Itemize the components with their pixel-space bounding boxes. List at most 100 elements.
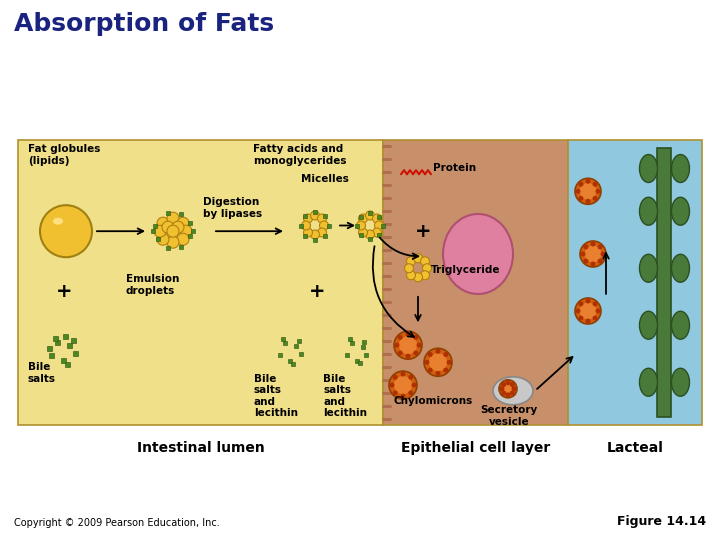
Circle shape <box>590 261 595 267</box>
Circle shape <box>593 182 598 187</box>
Bar <box>18 140 383 425</box>
Text: Figure 14.14: Figure 14.14 <box>617 515 706 528</box>
Circle shape <box>407 256 415 266</box>
Bar <box>383 140 568 425</box>
Circle shape <box>580 302 596 320</box>
Circle shape <box>578 196 583 201</box>
Ellipse shape <box>639 368 657 396</box>
Text: Triglyceride: Triglyceride <box>431 265 500 275</box>
Circle shape <box>318 214 326 223</box>
Circle shape <box>436 349 441 354</box>
Circle shape <box>511 386 516 391</box>
Bar <box>288 359 292 363</box>
Circle shape <box>366 230 374 239</box>
Circle shape <box>40 205 92 257</box>
Circle shape <box>428 368 433 373</box>
Ellipse shape <box>672 311 690 339</box>
Text: Intestinal lumen: Intestinal lumen <box>137 441 264 455</box>
Bar <box>323 213 327 218</box>
Circle shape <box>444 352 449 357</box>
Circle shape <box>304 228 312 237</box>
Circle shape <box>505 380 510 386</box>
Circle shape <box>436 371 441 376</box>
Circle shape <box>446 360 451 365</box>
Ellipse shape <box>672 254 690 282</box>
Text: Copyright © 2009 Pearson Education, Inc.: Copyright © 2009 Pearson Education, Inc. <box>14 518 220 528</box>
Bar <box>323 233 327 238</box>
Text: Digestion
by lipases: Digestion by lipases <box>203 197 262 219</box>
Text: Micelles: Micelles <box>301 174 349 184</box>
Bar <box>368 211 372 214</box>
Circle shape <box>405 354 410 359</box>
Text: Emulsion
droplets: Emulsion droplets <box>126 274 179 295</box>
Bar <box>63 334 68 340</box>
Circle shape <box>172 221 184 233</box>
Circle shape <box>372 214 382 223</box>
Circle shape <box>413 350 418 355</box>
Circle shape <box>408 390 413 395</box>
Bar <box>359 214 363 219</box>
Circle shape <box>413 335 418 340</box>
Circle shape <box>318 228 326 237</box>
Circle shape <box>394 376 412 394</box>
Bar <box>281 336 285 341</box>
Circle shape <box>510 382 515 387</box>
Circle shape <box>593 315 598 321</box>
Bar <box>377 214 381 219</box>
Circle shape <box>413 254 423 263</box>
Circle shape <box>578 301 583 306</box>
Circle shape <box>585 246 601 262</box>
Circle shape <box>399 336 417 354</box>
Circle shape <box>154 225 166 237</box>
Bar <box>361 345 365 349</box>
Bar <box>150 229 156 233</box>
Circle shape <box>400 372 405 376</box>
Bar <box>364 353 368 357</box>
Circle shape <box>505 392 510 397</box>
Bar <box>156 237 161 241</box>
Bar <box>381 224 385 227</box>
Bar <box>66 343 71 348</box>
Bar <box>359 233 363 237</box>
Bar <box>55 340 60 346</box>
Bar <box>179 245 184 249</box>
Circle shape <box>585 179 590 184</box>
Circle shape <box>575 178 601 204</box>
Circle shape <box>408 375 413 380</box>
Bar <box>350 341 354 345</box>
Bar <box>191 229 195 233</box>
Circle shape <box>425 360 430 365</box>
Circle shape <box>590 241 595 246</box>
Circle shape <box>510 390 515 395</box>
Bar <box>299 224 303 227</box>
Circle shape <box>162 221 174 233</box>
Circle shape <box>397 335 402 340</box>
Circle shape <box>583 245 588 249</box>
Circle shape <box>593 301 598 306</box>
Circle shape <box>400 394 405 399</box>
Circle shape <box>575 308 580 314</box>
Circle shape <box>575 189 580 194</box>
Circle shape <box>359 228 367 237</box>
Circle shape <box>416 343 421 348</box>
Text: Lacteal: Lacteal <box>606 441 663 455</box>
Bar <box>355 359 359 363</box>
Bar <box>179 212 184 217</box>
Bar <box>294 343 298 348</box>
Circle shape <box>420 271 430 280</box>
Ellipse shape <box>672 197 690 225</box>
Bar <box>358 361 362 365</box>
Text: Protein: Protein <box>433 163 476 173</box>
Circle shape <box>407 271 415 280</box>
Ellipse shape <box>53 218 63 225</box>
Bar <box>327 224 331 227</box>
Bar <box>348 336 352 341</box>
Text: Bile
salts
and
lecithin: Bile salts and lecithin <box>323 374 367 418</box>
Bar <box>188 221 192 226</box>
Circle shape <box>413 273 423 282</box>
Circle shape <box>428 352 433 357</box>
Circle shape <box>424 348 452 376</box>
Circle shape <box>167 225 179 237</box>
Bar <box>361 340 366 344</box>
Text: +: + <box>415 222 431 241</box>
